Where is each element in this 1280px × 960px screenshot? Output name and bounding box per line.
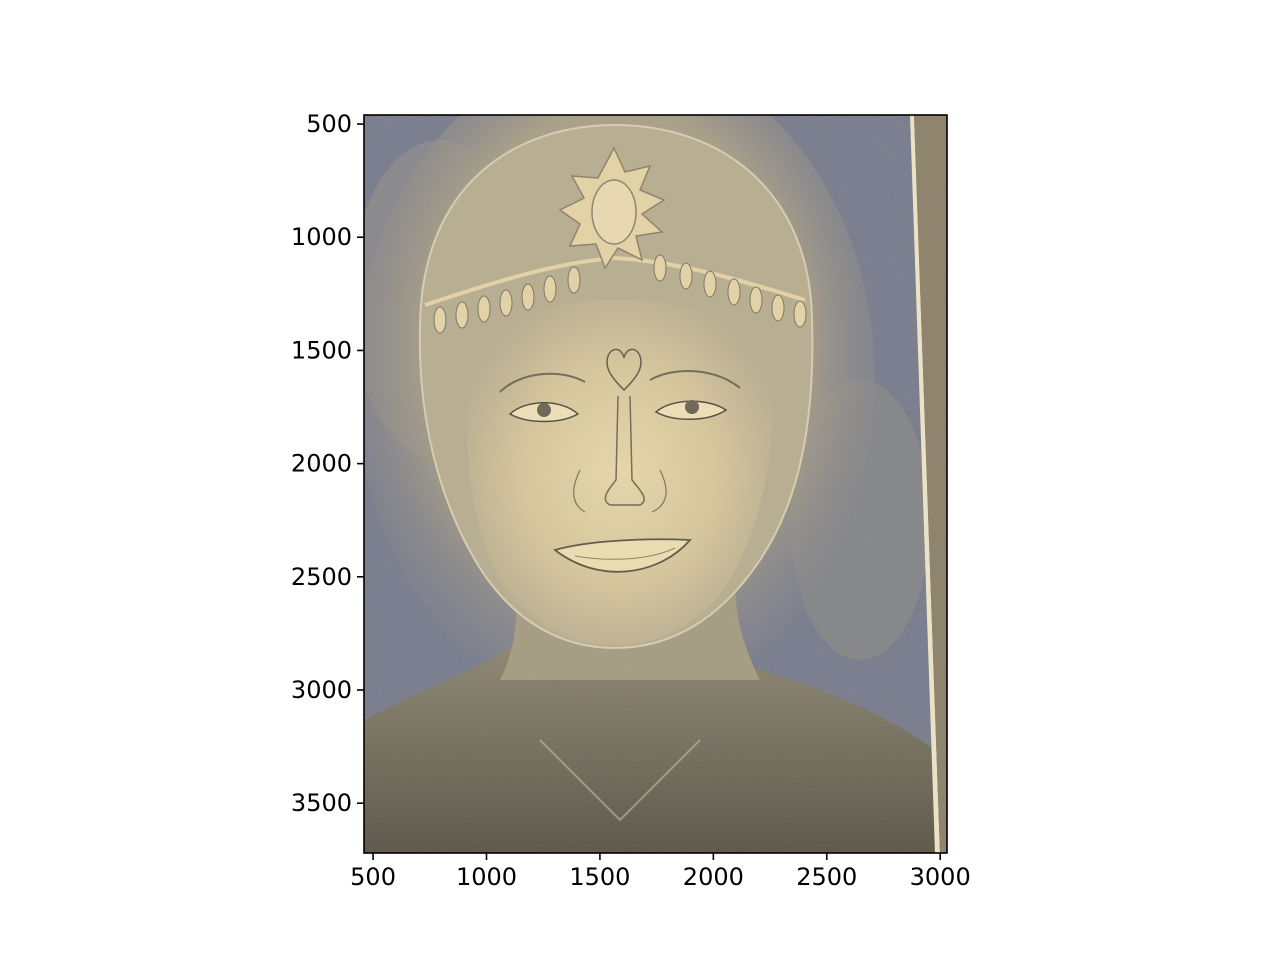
x-axis: 500 1000 1500 2000 2500 3000 (350, 853, 971, 891)
axes-frame (363, 114, 948, 854)
portrait-image (364, 115, 947, 853)
y-axis: 500 1000 1500 2000 2500 3000 3500 (291, 110, 364, 817)
y-tick-label: 2000 (291, 450, 352, 478)
y-tick-label: 3500 (291, 789, 352, 817)
y-tick-label: 1000 (291, 223, 352, 251)
y-tick-label: 500 (306, 110, 352, 138)
x-tick-label: 2500 (796, 863, 857, 891)
x-tick-label: 2000 (683, 863, 744, 891)
x-tick-label: 500 (350, 863, 396, 891)
texture-overlay (364, 115, 947, 853)
y-tick-label: 2500 (291, 563, 352, 591)
x-tick-label: 3000 (910, 863, 971, 891)
y-tick-label: 3000 (291, 676, 352, 704)
x-tick-label: 1500 (569, 863, 630, 891)
x-tick-label: 1000 (456, 863, 517, 891)
y-tick-label: 1500 (291, 336, 352, 364)
